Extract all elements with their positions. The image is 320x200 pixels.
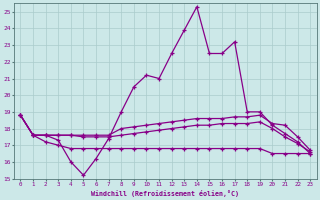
X-axis label: Windchill (Refroidissement éolien,°C): Windchill (Refroidissement éolien,°C)	[91, 190, 239, 197]
